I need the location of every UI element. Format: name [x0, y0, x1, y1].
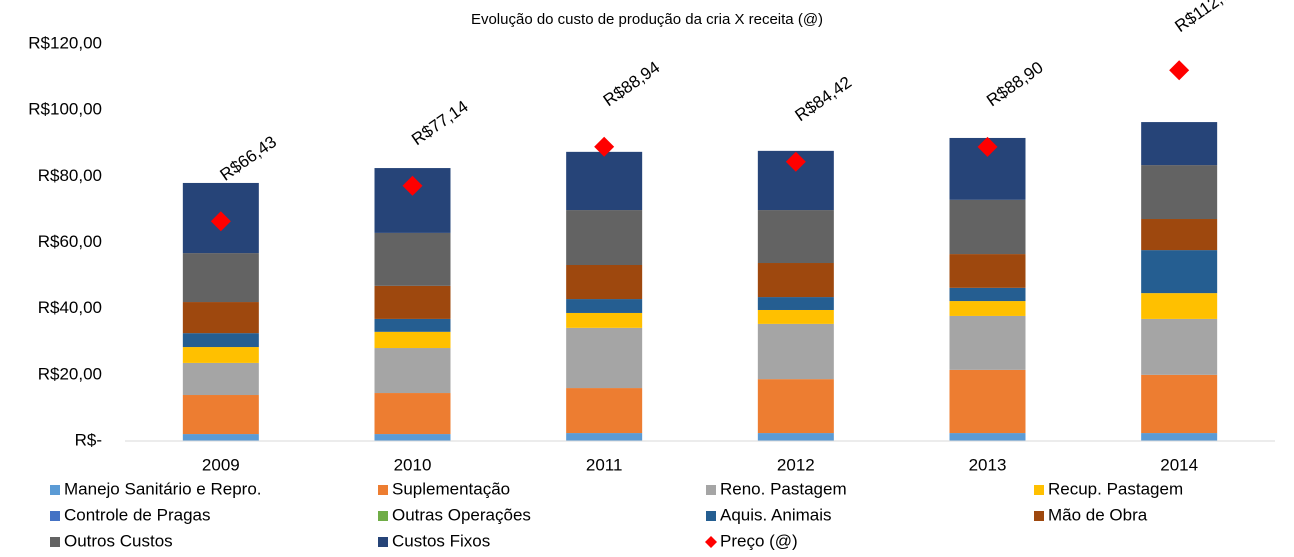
legend-swatch: [1034, 511, 1044, 521]
bar-segment: [566, 151, 643, 211]
legend-swatch: [378, 537, 388, 547]
bar-segment: [757, 263, 834, 298]
bar-segment: [1141, 374, 1218, 434]
bar-segment: [182, 362, 259, 396]
bar-segment: [757, 297, 834, 310]
legend-label: Controle de Pragas: [64, 505, 210, 524]
bar-segment: [1141, 293, 1218, 319]
legend-swatch: [705, 536, 717, 548]
bar-segment: [374, 285, 451, 319]
x-tick-label: 2013: [969, 455, 1007, 474]
price-marker: [785, 151, 806, 172]
bar-segment: [1141, 165, 1218, 220]
price-marker: [402, 175, 423, 196]
bar-segment: [949, 301, 1026, 316]
bar-segment: [182, 347, 259, 363]
data-label: R$88,90: [983, 58, 1047, 110]
legend-label: Aquis. Animais: [720, 505, 832, 524]
bar-segment: [949, 433, 1026, 441]
bar-segment: [949, 369, 1026, 434]
data-label: R$88,94: [600, 58, 664, 110]
bar-segment: [757, 323, 834, 380]
bar-segment: [1141, 219, 1218, 251]
bar-segment: [757, 309, 834, 324]
legend-swatch: [50, 511, 60, 521]
data-label: R$112,07: [1171, 0, 1241, 36]
x-tick-label: 2010: [394, 455, 432, 474]
legend-label: Recup. Pastagem: [1048, 479, 1183, 498]
y-tick-label: R$60,00: [38, 232, 102, 251]
x-tick-label: 2012: [777, 455, 815, 474]
bar-segment: [566, 327, 643, 389]
bar-segment: [374, 393, 451, 435]
data-label: R$84,42: [791, 73, 855, 125]
bar-segment: [949, 199, 1026, 255]
legend-swatch: [706, 485, 716, 495]
y-tick-label: R$100,00: [28, 100, 102, 119]
legend-label: Reno. Pastagem: [720, 479, 847, 498]
bar-segment: [1141, 250, 1218, 294]
bar-segment: [182, 333, 259, 348]
bar-segment: [182, 395, 259, 435]
bar-segment: [1141, 433, 1218, 441]
bar-segment: [374, 318, 451, 332]
y-tick-label: R$-: [75, 430, 102, 449]
bar-segment: [182, 302, 259, 334]
legend-label: Outras Operações: [392, 505, 531, 524]
bar-segment: [757, 379, 834, 434]
bar-segment: [182, 253, 259, 303]
legend-label: Outros Custos: [64, 531, 173, 550]
legend-label: Suplementação: [392, 479, 510, 498]
y-tick-label: R$40,00: [38, 298, 102, 317]
x-tick-label: 2011: [586, 455, 623, 474]
legend-swatch: [706, 511, 716, 521]
y-tick-label: R$20,00: [38, 364, 102, 383]
price-marker: [1169, 60, 1190, 81]
bar-segment: [1141, 122, 1218, 166]
bar-segment: [1141, 318, 1218, 375]
x-tick-label: 2009: [202, 455, 240, 474]
y-tick-label: R$80,00: [38, 166, 102, 185]
legend-label: Custos Fixos: [392, 531, 490, 550]
legend-label: Preço (@): [720, 531, 798, 550]
chart-title: Evolução do custo de produção da cria X …: [471, 11, 823, 28]
x-tick-label: 2014: [1160, 455, 1198, 474]
price-marker: [210, 211, 231, 232]
y-tick-label: R$120,00: [28, 33, 102, 52]
bar-segment: [566, 388, 643, 434]
legend-label: Manejo Sanitário e Repro.: [64, 479, 262, 498]
bar-segment: [566, 210, 643, 265]
legend-label: Mão de Obra: [1048, 505, 1148, 524]
bar-segment: [182, 434, 259, 441]
bar-segment: [566, 433, 643, 441]
bar-segment: [374, 232, 451, 286]
bar-segment: [757, 210, 834, 264]
legend-swatch: [1034, 485, 1044, 495]
legend-swatch: [50, 537, 60, 547]
bar-segment: [949, 287, 1026, 302]
legend-swatch: [378, 511, 388, 521]
bar-segment: [566, 264, 643, 300]
legend-swatch: [50, 485, 60, 495]
bar-segment: [566, 299, 643, 313]
legend-swatch: [378, 485, 388, 495]
price-marker: [977, 136, 998, 157]
price-marker: [594, 136, 615, 157]
bar-segment: [374, 434, 451, 441]
bar-segment: [566, 312, 643, 328]
bar-segment: [374, 331, 451, 349]
bar-segment: [949, 315, 1026, 370]
bar-segment: [374, 348, 451, 394]
bar-segment: [757, 433, 834, 441]
data-label: R$77,14: [408, 97, 472, 149]
bar-segment: [949, 254, 1026, 288]
data-label: R$66,43: [216, 132, 280, 184]
